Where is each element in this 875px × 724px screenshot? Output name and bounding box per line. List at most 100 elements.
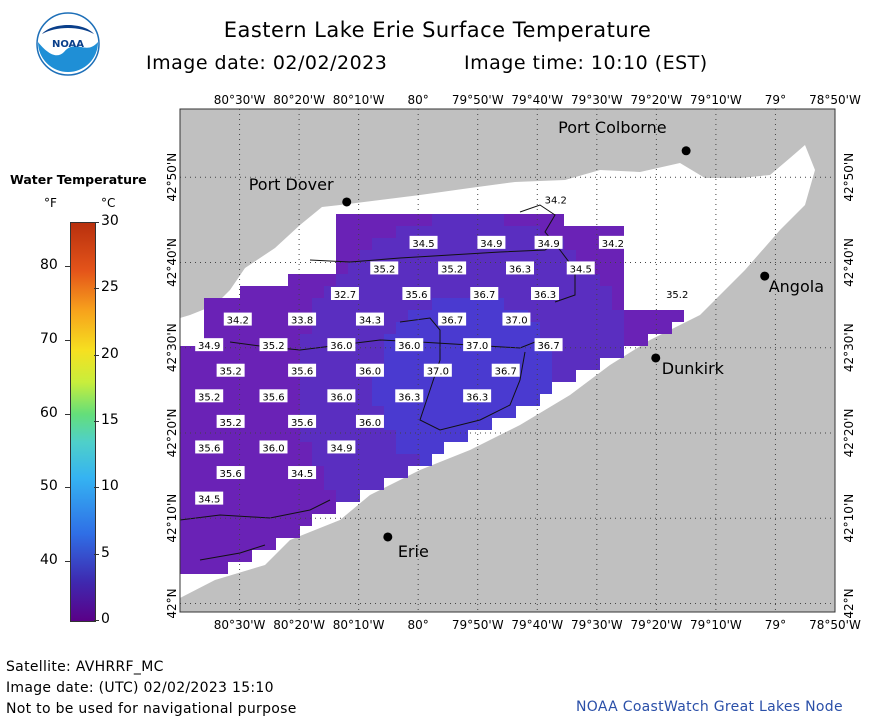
- temperature-pixel: [600, 334, 612, 346]
- temperature-pixel: [288, 526, 300, 538]
- temperature-pixel: [612, 274, 624, 286]
- legend-tick-mark: [94, 421, 99, 422]
- temperature-value: 34.2: [602, 239, 624, 250]
- city-dot: [760, 271, 770, 281]
- temperature-pixel: [552, 250, 564, 262]
- temperature-label-bg: [327, 440, 356, 454]
- temperature-pixel: [408, 298, 420, 310]
- city-name: Port Colborne: [558, 118, 666, 137]
- temperature-pixel: [384, 394, 396, 406]
- temperature-pixel: [288, 346, 300, 358]
- legend-f-tick: 60: [40, 404, 58, 421]
- temperature-pixel: [564, 358, 576, 370]
- image-time: Image time: 10:10 (EST): [464, 52, 708, 74]
- temperature-reading: 33.8: [288, 312, 317, 327]
- temperature-reading: 36.7: [534, 338, 563, 352]
- temperature-value: 35.2: [441, 264, 463, 275]
- temperature-value: 35.2: [262, 341, 284, 352]
- temperature-pixel: [180, 442, 192, 454]
- temperature-reading: 36.7: [470, 287, 499, 301]
- temperature-pixel: [264, 466, 276, 478]
- temperature-pixel: [408, 262, 420, 274]
- temperature-pixel: [264, 298, 276, 310]
- temperature-pixel: [576, 346, 588, 358]
- temperature-value: 34.5: [291, 469, 313, 480]
- temperature-reading: 36.3: [531, 287, 560, 301]
- temperature-pixel: [240, 454, 252, 466]
- temperature-value: 32.7: [334, 290, 356, 301]
- temperature-value: 34.3: [359, 316, 381, 327]
- temperature-label-bg: [502, 312, 531, 326]
- temperature-pixel: [384, 310, 396, 322]
- temperature-pixel: [324, 274, 336, 286]
- temperature-pixel: [504, 406, 516, 418]
- temperature-pixel: [624, 310, 636, 322]
- temperature-pixel: [480, 322, 492, 334]
- temperature-pixel: [192, 406, 204, 418]
- temperature-pixel: [276, 310, 288, 322]
- temperature-pixel: [336, 430, 348, 442]
- temperature-pixel: [192, 526, 204, 538]
- city-port-colborne: Port Colborne: [558, 118, 691, 156]
- temperature-pixel: [492, 310, 504, 322]
- temperature-pixel: [504, 214, 516, 226]
- latitude-label: 42°20'N: [165, 409, 179, 458]
- temperature-pixel: [228, 394, 240, 406]
- temperature-pixel: [348, 226, 360, 238]
- temperature-pixel: [216, 562, 228, 574]
- temperature-value: 36.7: [473, 290, 495, 301]
- temperature-label-bg: [534, 338, 563, 352]
- legend-tick-mark: [65, 266, 70, 268]
- temperature-pixel: [192, 370, 204, 382]
- temperature-label-bg: [216, 466, 245, 480]
- temperature-pixel: [600, 322, 612, 334]
- longitude-label: 79°50'W: [452, 93, 504, 107]
- temperature-pixel: [444, 274, 456, 286]
- temperature-pixel: [312, 286, 324, 298]
- latitude-label: 42°40'N: [842, 238, 856, 287]
- temperature-value: 37.0: [505, 316, 527, 327]
- temperature-pixel: [540, 250, 552, 262]
- temperature-pixel: [588, 358, 600, 370]
- temperature-pixel: [240, 442, 252, 454]
- temperature-pixel: [432, 430, 444, 442]
- temperature-pixel: [432, 274, 444, 286]
- temperature-pixel: [312, 346, 324, 358]
- temperature-pixel: [360, 442, 372, 454]
- temperature-pixel: [228, 550, 240, 562]
- legend-c-tick: 0: [101, 611, 110, 627]
- temperature-label-bg: [402, 287, 431, 301]
- temperature-pixel: [552, 358, 564, 370]
- temperature-pixel: [612, 286, 624, 298]
- temperature-pixel: [180, 370, 192, 382]
- temperature-pixel: [324, 430, 336, 442]
- temperature-pixel: [264, 370, 276, 382]
- temperature-pixel: [540, 310, 552, 322]
- temperature-reading: 36.0: [355, 363, 384, 378]
- temperature-pixel: [360, 274, 372, 286]
- longitude-label: 80°20'W: [273, 618, 325, 632]
- temperature-pixel: [528, 358, 540, 370]
- legend-f-tick: 50: [40, 478, 58, 495]
- temperature-pixel: [228, 334, 240, 346]
- temperature-label-bg: [409, 235, 438, 249]
- temperature-pixel: [408, 214, 420, 226]
- temperature-value: 34.9: [330, 443, 352, 454]
- temperature-pixel: [468, 310, 480, 322]
- temperature-pixel: [588, 274, 600, 286]
- temperature-reading: 35.6: [195, 440, 224, 454]
- temperature-pixel: [348, 250, 360, 262]
- temperature-pixel: [276, 286, 288, 298]
- temperature-pixel: [324, 358, 336, 370]
- temperature-reading: 36.7: [438, 312, 467, 327]
- temperature-pixel: [456, 286, 468, 298]
- temperature-pixel: [636, 334, 648, 346]
- temperature-pixel: [204, 454, 216, 466]
- temperature-pixel: [396, 430, 408, 442]
- temperature-pixel: [204, 538, 216, 550]
- temperature-pixel: [300, 274, 312, 286]
- temperature-pixel: [372, 346, 384, 358]
- temperature-pixel: [180, 466, 192, 478]
- temperature-pixel: [300, 334, 312, 346]
- temperature-reading: 35.2: [438, 261, 467, 275]
